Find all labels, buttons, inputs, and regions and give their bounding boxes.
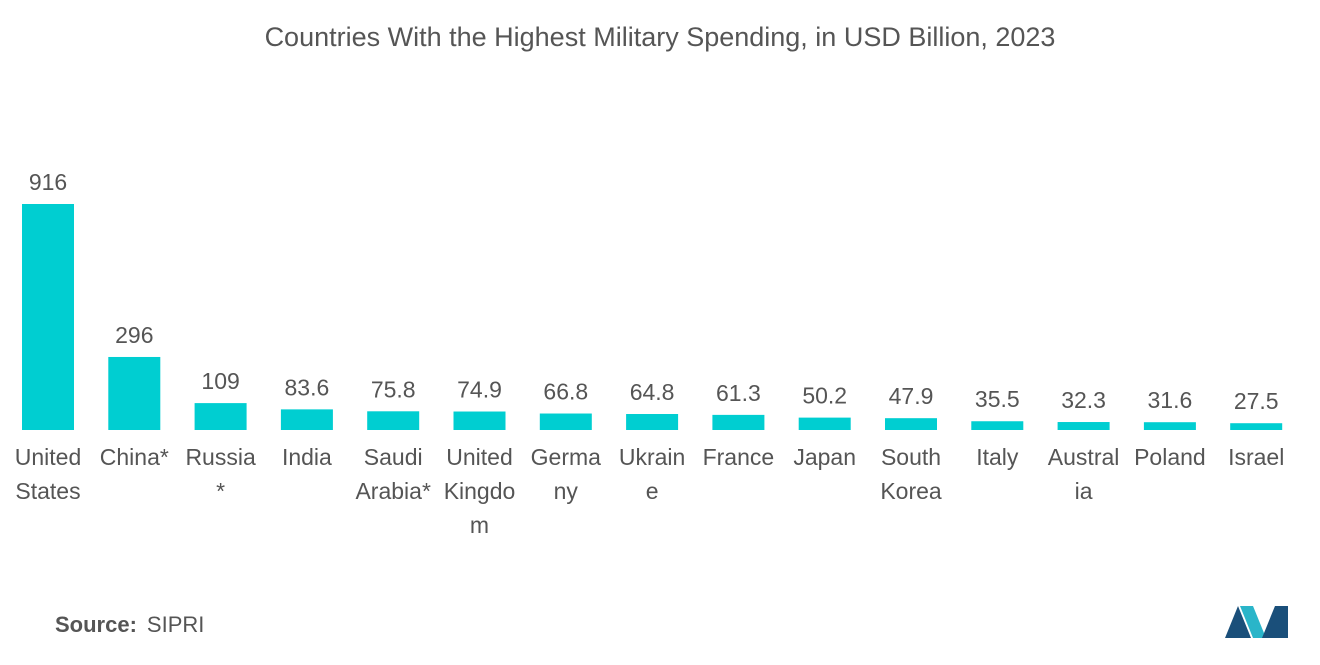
bar [453,411,506,430]
bar [539,413,592,430]
x-tick-label: Russia* [185,444,256,504]
bar [367,411,420,430]
bar [712,414,765,430]
value-label: 66.8 [543,379,588,405]
x-tick-label: Ukraine [618,444,686,504]
chart-title: Countries With the Highest Military Spen… [264,22,1056,52]
value-label: 74.9 [457,377,502,403]
value-label: 83.6 [285,374,330,400]
bar [885,418,937,430]
value-label: 64.8 [630,379,675,405]
bar [194,403,247,430]
x-tick-label: Japan [793,444,857,470]
bar [1057,422,1110,430]
bar [626,414,679,430]
bar [1230,423,1283,430]
value-label: 75.8 [371,376,416,402]
value-label: 31.6 [1148,387,1193,413]
value-label: 32.3 [1061,387,1106,413]
x-tick-label: United Kingdom [443,444,516,538]
value-label: 50.2 [802,383,847,409]
x-tick-label: Saudi Arabia* [355,444,431,504]
bar [280,409,333,430]
value-label: 296 [115,322,153,348]
source-text: SIPRI [146,612,205,637]
value-label: 27.5 [1234,388,1279,414]
x-tick-label: Poland [1134,444,1206,470]
logo [1225,606,1288,638]
value-label: 47.9 [889,383,934,409]
bar [22,204,74,430]
bar [1143,422,1196,430]
x-tick-label: Germany [530,444,601,504]
x-tick-label: China* [99,444,169,470]
x-tick-label: Israel [1228,444,1285,470]
source: Source: SIPRI [55,612,204,638]
bar [798,417,851,430]
source-label: Source: [55,612,137,637]
x-tick-label: South Korea [880,444,942,504]
x-tick-label: Italy [976,444,1019,470]
value-label: 61.3 [716,380,761,406]
x-tick-label: United States [14,444,82,504]
bar [108,356,161,430]
value-label: 109 [201,368,239,394]
x-tick-label: France [702,444,775,470]
x-tick-label: India [281,444,332,470]
value-label: 916 [29,169,67,195]
x-tick-label: Australia [1047,444,1120,504]
value-label: 35.5 [975,386,1020,412]
bar [971,421,1024,430]
